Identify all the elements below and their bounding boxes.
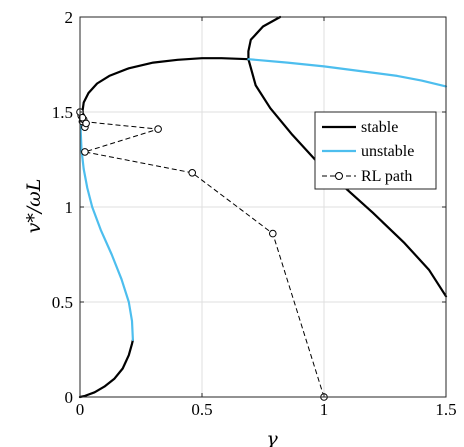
x-tick-label: 0	[76, 400, 85, 419]
y-tick-label: 0	[65, 388, 74, 407]
y-tick-label: 1.5	[52, 103, 73, 122]
legend-label-stable: stable	[361, 119, 398, 136]
y-tick-label: 0.5	[52, 293, 73, 312]
rl-path-point	[154, 125, 162, 133]
series-line-stable	[78, 338, 134, 399]
rl-path-point	[78, 113, 87, 122]
curves	[78, 15, 448, 399]
legend-label-rl-path: RL path	[361, 168, 412, 185]
axis-ticks: 0 0.5 1 1.5 0 0.5 1 1.5 2	[52, 8, 457, 419]
x-tick-label: 1	[320, 400, 329, 419]
rl-path-point	[269, 229, 277, 238]
x-tick-label: 1.5	[435, 400, 456, 419]
x-axis-title: γ	[266, 428, 278, 447]
legend-label-unstable: unstable	[361, 143, 414, 160]
y-axis-title: v*/ωL	[23, 179, 45, 234]
x-tick-label: 0.5	[191, 400, 212, 419]
y-tick-label: 1	[65, 198, 74, 217]
series-line-stable	[81, 57, 250, 114]
rl-path-point	[188, 169, 196, 177]
series-line-stable	[247, 15, 448, 298]
y-tick-label: 2	[65, 8, 74, 27]
rl-path-point	[81, 148, 89, 156]
series-line-unstable	[247, 58, 448, 88]
legend: stable unstable RL path	[314, 111, 437, 190]
rl-path-point	[82, 119, 90, 128]
legend-marker-rl-path	[335, 172, 343, 180]
series-line-unstable	[79, 110, 134, 342]
